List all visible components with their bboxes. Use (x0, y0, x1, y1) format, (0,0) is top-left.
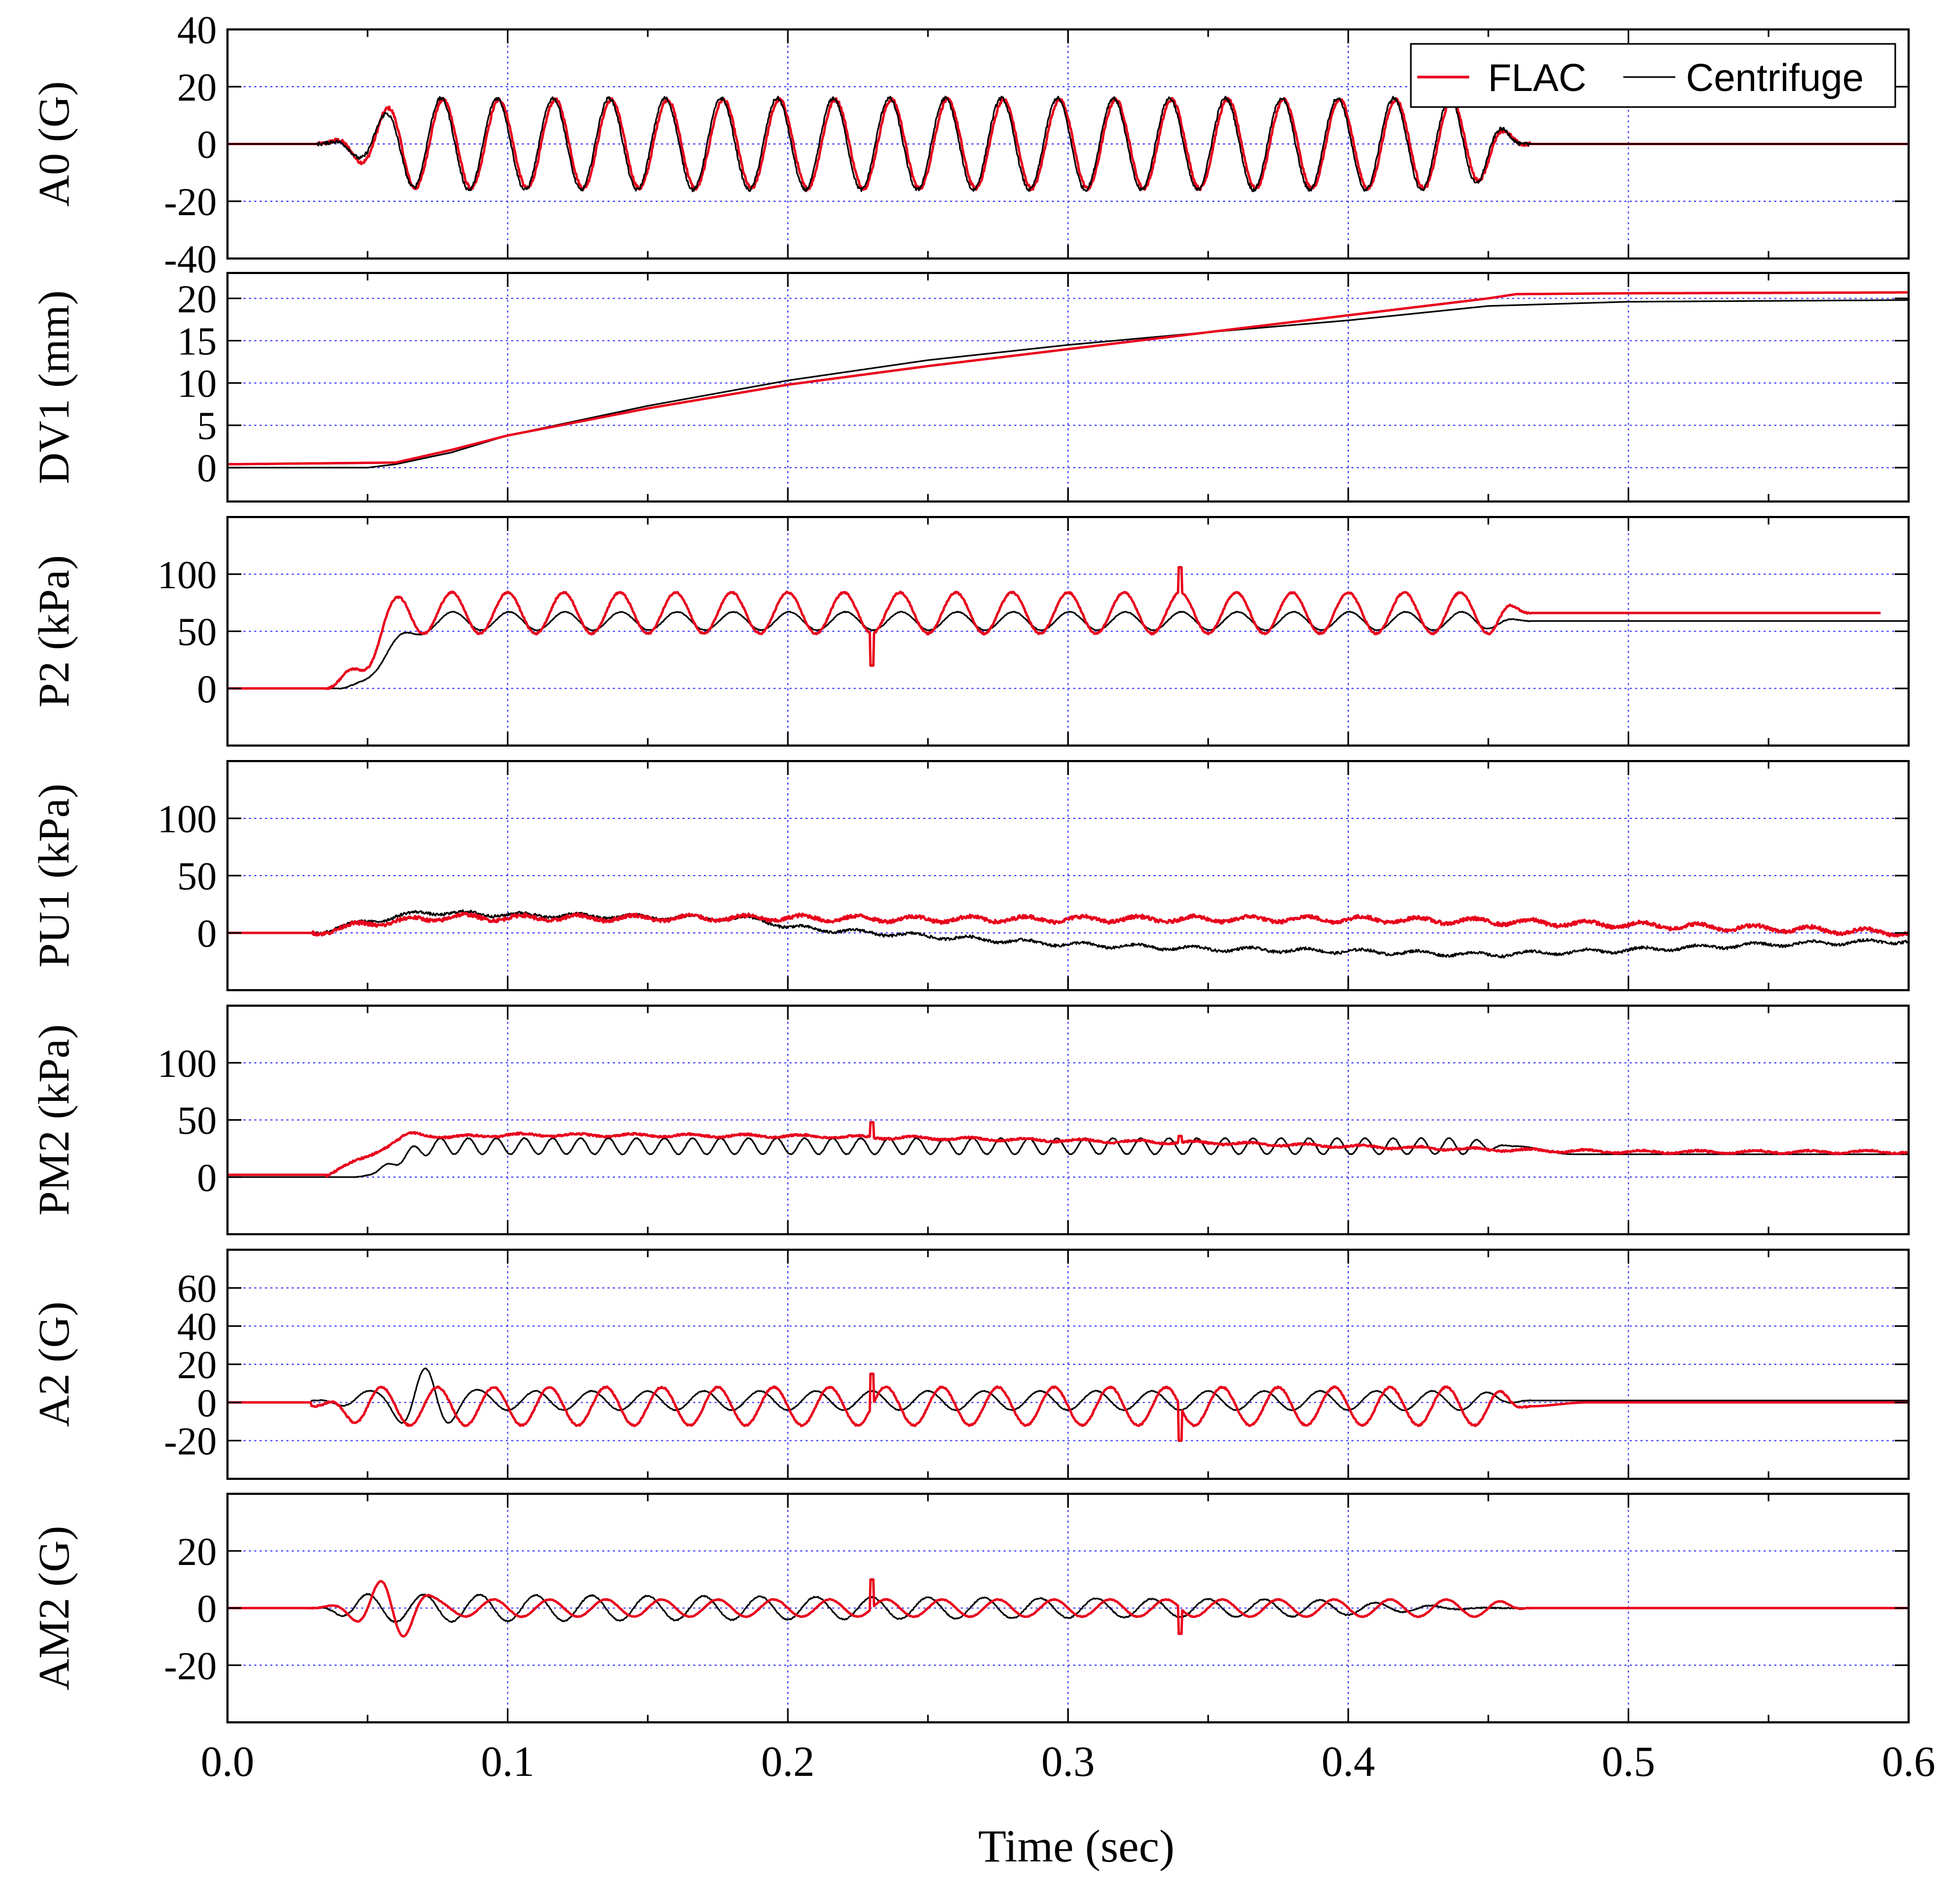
y-tick-label: 20 (177, 277, 217, 321)
legend-label-flac: FLAC (1488, 57, 1586, 100)
series-flac (227, 566, 1881, 690)
x-tick-label: 0.5 (1602, 1738, 1655, 1785)
x-tick-label: 0.1 (481, 1738, 535, 1785)
y-tick-label: 0 (197, 447, 217, 491)
y-tick-label: 100 (157, 553, 217, 597)
series-flac (227, 1372, 1909, 1442)
y-tick-label: -20 (164, 1420, 217, 1464)
y-axis-label: DV1 (mm) (29, 290, 78, 484)
series-flac (227, 1121, 1909, 1178)
y-tick-label: 5 (197, 405, 217, 449)
y-tick-label: 40 (177, 9, 217, 52)
series-flac (227, 291, 1909, 466)
y-tick-label: 50 (177, 1099, 217, 1143)
panel-7: 20 0 -20 AM2 (G) (29, 1493, 1910, 1723)
y-axis-label: PM2 (kPa) (29, 1024, 78, 1216)
y-tick-label: 20 (177, 66, 217, 110)
panel-series (227, 909, 1909, 959)
x-tick-label: 0.2 (761, 1738, 815, 1785)
y-tick-label: 15 (177, 320, 217, 364)
y-tick-label: 100 (157, 1042, 217, 1086)
x-axis: 0.0 0.1 0.2 0.3 0.4 0.5 0.6 (201, 1738, 1935, 1785)
legend: FLAC Centrifuge (1410, 43, 1896, 108)
y-tick-label: 0 (197, 1156, 217, 1200)
panel-3: 100 50 0 P2 (kPa) (29, 516, 1910, 747)
series-centrifuge (227, 611, 1909, 690)
x-tick-label: 0.3 (1042, 1738, 1095, 1785)
panel-5: 100 50 0 PM2 (kPa) (29, 1005, 1910, 1235)
panel-series (227, 566, 1909, 690)
y-tick-label: 0 (197, 1587, 217, 1631)
series-centrifuge (227, 1137, 1909, 1178)
panel-1: 40 20 0 -20 -40 A0 (G) (29, 9, 1910, 282)
panel-4: 100 50 0 PU1 (kPa) (29, 760, 1910, 991)
series-centrifuge (227, 909, 1909, 959)
panel-series (227, 95, 1909, 193)
y-tick-label: 0 (197, 123, 217, 167)
legend-box (1410, 43, 1896, 108)
y-tick-label: 100 (157, 797, 217, 841)
panel-series (227, 291, 1909, 469)
x-tick-label: 0.0 (201, 1738, 254, 1785)
panel-series (227, 1367, 1909, 1442)
y-tick-label: 50 (177, 855, 217, 899)
y-tick-label: -20 (164, 180, 217, 224)
panel-series (227, 1121, 1909, 1178)
legend-label-centrifuge: Centrifuge (1686, 57, 1864, 100)
y-axis-label: AM2 (G) (29, 1526, 78, 1690)
y-tick-label: -20 (164, 1644, 217, 1688)
y-axis-label: A2 (G) (29, 1302, 78, 1427)
series-centrifuge (227, 1367, 1909, 1424)
x-tick-label: 0.4 (1321, 1738, 1375, 1785)
y-tick-label: 0 (197, 667, 217, 711)
y-tick-label: 20 (177, 1343, 217, 1387)
y-tick-label: -40 (164, 238, 217, 282)
y-tick-label: 60 (177, 1267, 217, 1311)
series-flac (227, 911, 1909, 938)
y-tick-label: 50 (177, 611, 217, 655)
y-tick-label: 0 (197, 1381, 217, 1425)
x-axis-label: Time (sec) (978, 1820, 1174, 1872)
y-tick-label: 10 (177, 362, 217, 406)
panel-series (227, 1578, 1909, 1638)
y-tick-label: 40 (177, 1305, 217, 1349)
series-flac (227, 1578, 1909, 1638)
series-centrifuge (227, 95, 1909, 193)
y-axis-label: P2 (kPa) (29, 555, 78, 708)
y-tick-label: 0 (197, 912, 217, 956)
x-tick-label: 0.6 (1882, 1738, 1935, 1785)
y-axis-label: A0 (G) (29, 81, 78, 207)
y-tick-label: 20 (177, 1530, 217, 1574)
y-axis-label: PU1 (kPa) (29, 784, 78, 968)
